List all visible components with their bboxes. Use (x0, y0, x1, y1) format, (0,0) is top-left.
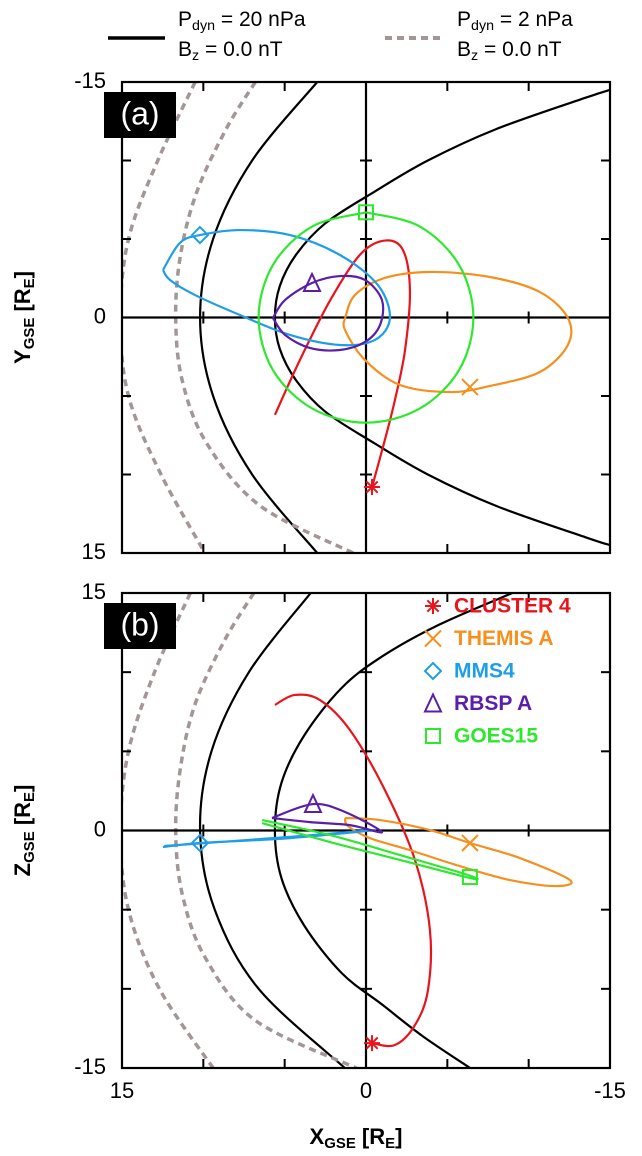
y-axis-label: YGSE [RE] (10, 271, 38, 364)
x-axis-label: XGSE [RE] (310, 1124, 403, 1152)
position-marker (461, 869, 478, 886)
position-marker (364, 1035, 381, 1052)
text-part: GSE (21, 318, 38, 350)
legend-label: GOES15 (454, 725, 538, 748)
text-part: GSE (21, 831, 38, 863)
text-part: Z (10, 863, 35, 876)
text-part: GSE (324, 1135, 356, 1152)
y-tick-label: -15 (74, 1054, 106, 1079)
text-part: z (192, 48, 199, 64)
y-tick-label: 0 (94, 303, 106, 328)
legend-marker (423, 661, 443, 681)
position-marker (303, 792, 323, 814)
orbit (257, 211, 475, 424)
marker-stroke (426, 599, 440, 613)
y-tick-label: 0 (94, 816, 106, 841)
text-part: [R (356, 1124, 385, 1149)
y-tick-label: -15 (74, 68, 106, 93)
text-part: = 0.0 nT (199, 38, 283, 61)
legend-label: THEMIS A (454, 627, 554, 650)
legend-label: CLUSTER 4 (454, 595, 571, 618)
text-part: [R (10, 288, 35, 317)
plot-frame (120, 591, 612, 1070)
marker-stroke (365, 1036, 379, 1050)
position-marker (358, 204, 374, 221)
position-marker (190, 833, 210, 853)
marker-stroke (461, 378, 479, 396)
marker-shape (303, 792, 323, 814)
position-marker (461, 378, 479, 396)
legend-label: RBSP A (454, 692, 532, 715)
marker-shape (461, 869, 478, 886)
marker-stroke (365, 480, 379, 494)
legend-marker (425, 598, 441, 614)
text-part: ] (10, 271, 35, 278)
orbit (162, 228, 392, 347)
model-legend-text: Bz = 0.0 nT (178, 38, 283, 64)
marker-shape (425, 728, 441, 744)
orbit (342, 270, 573, 394)
text-part: B (457, 38, 471, 61)
marker-shape (302, 271, 322, 292)
text-part: = 2 nPa (494, 8, 573, 31)
model-legend-text: Pdyn = 20 nPa (178, 8, 306, 34)
text-part: ] (10, 785, 35, 792)
y-tick-label: 15 (82, 579, 106, 604)
text-part: E (385, 1135, 395, 1152)
boundary-curve (122, 593, 215, 1068)
text-part: B (178, 38, 192, 61)
orbit (273, 239, 412, 488)
text-part: dyn (471, 18, 494, 34)
text-part: X (310, 1124, 325, 1149)
text-part: z (471, 48, 478, 64)
orbit (271, 802, 384, 834)
text-part: dyn (192, 18, 215, 34)
legend-label: MMS4 (454, 660, 515, 683)
position-marker (364, 479, 381, 496)
text-part: E (21, 278, 38, 288)
orbit (162, 828, 377, 849)
legend-marker (424, 629, 442, 648)
text-part: P (457, 8, 471, 31)
marker-stroke (461, 834, 479, 852)
plot-frame (120, 80, 612, 555)
panel-tag-box (104, 603, 176, 649)
y-tick-label: 15 (82, 539, 106, 564)
orbit (272, 274, 385, 352)
panel-tag: (a) (120, 95, 159, 131)
marker-shape (423, 661, 443, 681)
marker-shape (358, 204, 374, 221)
marker-shape (423, 692, 443, 713)
marker-shape (190, 833, 210, 853)
boundary-curve (173, 82, 354, 553)
model-legend-text: Pdyn = 2 nPa (457, 8, 573, 34)
text-part: P (178, 8, 192, 31)
x-tick-label: -15 (594, 1078, 626, 1103)
position-marker (190, 225, 210, 245)
legend-marker (425, 728, 441, 744)
text-part: [R (10, 802, 35, 831)
orbit (343, 816, 573, 888)
legend-marker (423, 692, 443, 713)
y-axis-label: ZGSE [RE] (10, 785, 38, 877)
panel-tag: (b) (120, 606, 159, 642)
text-part: E (21, 792, 38, 802)
x-tick-label: 0 (360, 1078, 372, 1103)
model-legend-text: Bz = 0.0 nT (457, 38, 562, 64)
text-part: = 0.0 nT (478, 38, 562, 61)
x-tick-label: 15 (110, 1078, 134, 1103)
panel-tag-box (104, 92, 176, 138)
boundary-curve (173, 593, 357, 1068)
text-part: Y (10, 349, 35, 364)
marker-shape (190, 225, 210, 245)
position-marker (302, 271, 322, 292)
text-part: ] (395, 1124, 402, 1149)
marker-stroke (424, 629, 442, 648)
position-marker (461, 834, 479, 852)
boundary-curve (122, 82, 207, 553)
text-part: = 20 nPa (215, 8, 306, 31)
